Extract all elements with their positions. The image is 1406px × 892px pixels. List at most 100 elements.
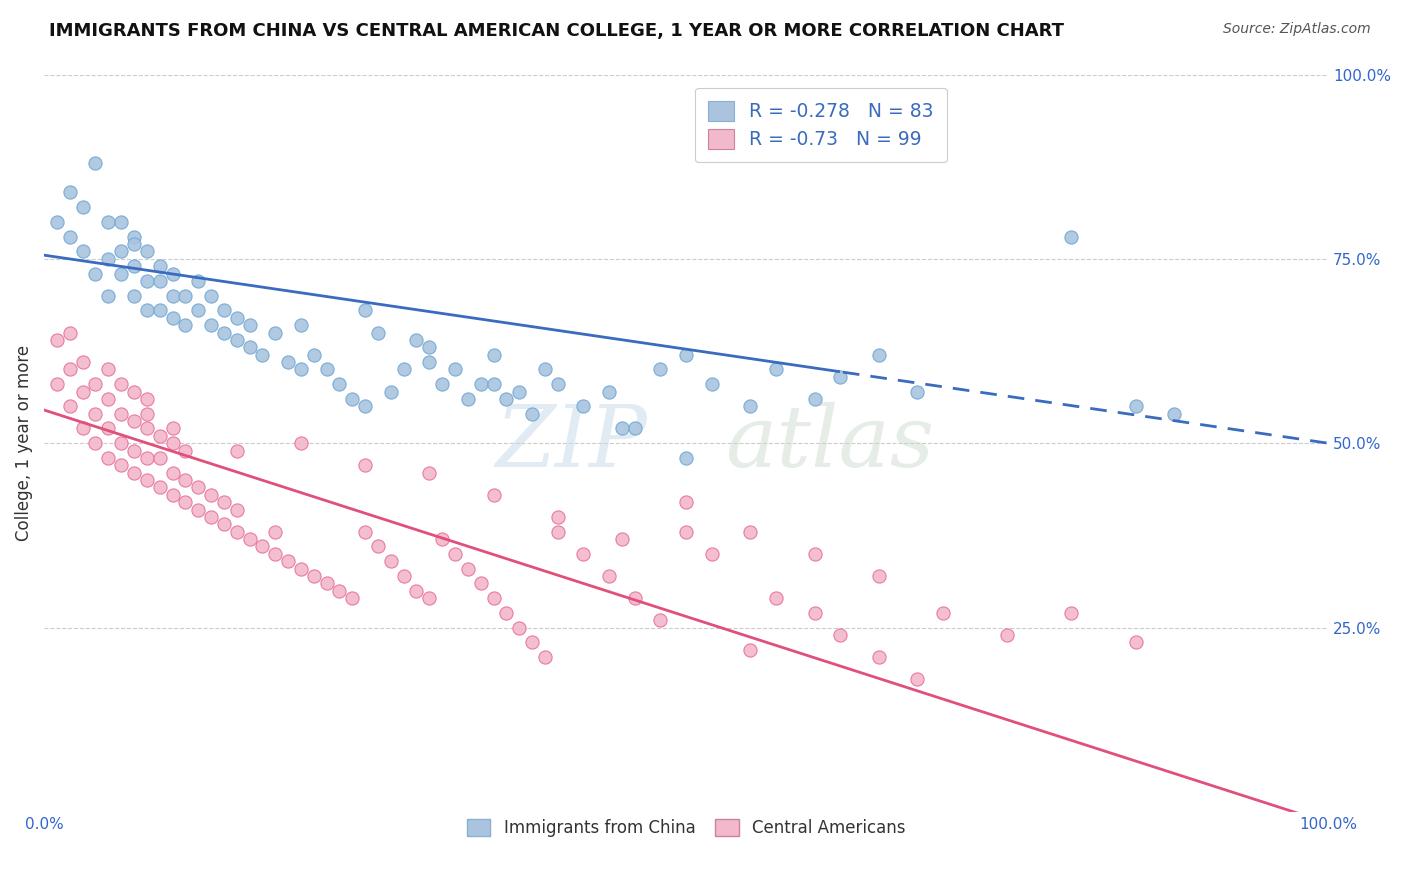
Point: [110, 407, 132, 421]
Point: [392, 362, 415, 376]
Point: [610, 421, 633, 435]
Point: [97, 252, 120, 266]
Point: [59, 186, 82, 200]
Point: [765, 591, 787, 605]
Point: [1163, 407, 1185, 421]
Point: [162, 488, 184, 502]
Point: [995, 628, 1018, 642]
Point: [187, 274, 209, 288]
Point: [405, 583, 427, 598]
Point: [174, 289, 197, 303]
Point: [59, 229, 82, 244]
Point: [520, 407, 543, 421]
Point: [675, 524, 697, 539]
Point: [547, 510, 569, 524]
Point: [110, 215, 132, 229]
Point: [72, 355, 94, 369]
Point: [328, 583, 350, 598]
Point: [1060, 606, 1083, 620]
Point: [572, 400, 595, 414]
Point: [700, 377, 723, 392]
Point: [367, 326, 389, 340]
Point: [495, 392, 517, 406]
Point: [264, 326, 287, 340]
Text: IMMIGRANTS FROM CHINA VS CENTRAL AMERICAN COLLEGE, 1 YEAR OR MORE CORRELATION CH: IMMIGRANTS FROM CHINA VS CENTRAL AMERICA…: [49, 22, 1064, 40]
Point: [508, 621, 530, 635]
Point: [675, 348, 697, 362]
Point: [135, 244, 157, 259]
Point: [84, 267, 107, 281]
Point: [482, 488, 505, 502]
Point: [868, 348, 890, 362]
Point: [470, 576, 492, 591]
Point: [430, 377, 453, 392]
Point: [84, 377, 107, 392]
Point: [174, 495, 197, 509]
Point: [97, 215, 120, 229]
Point: [187, 303, 209, 318]
Point: [547, 524, 569, 539]
Point: [803, 606, 825, 620]
Point: [675, 495, 697, 509]
Point: [572, 547, 595, 561]
Point: [149, 480, 172, 494]
Point: [46, 333, 69, 347]
Text: ZIP: ZIP: [496, 402, 648, 484]
Point: [187, 502, 209, 516]
Point: [290, 436, 312, 450]
Point: [59, 326, 82, 340]
Point: [534, 362, 557, 376]
Point: [277, 355, 299, 369]
Point: [418, 340, 440, 354]
Point: [149, 450, 172, 465]
Point: [392, 569, 415, 583]
Point: [122, 443, 145, 458]
Point: [135, 274, 157, 288]
Point: [84, 156, 107, 170]
Point: [162, 267, 184, 281]
Point: [122, 466, 145, 480]
Point: [162, 289, 184, 303]
Point: [135, 473, 157, 487]
Point: [174, 473, 197, 487]
Legend: Immigrants from China, Central Americans: Immigrants from China, Central Americans: [460, 813, 912, 844]
Point: [354, 458, 377, 473]
Point: [59, 362, 82, 376]
Point: [225, 310, 247, 325]
Point: [740, 524, 762, 539]
Point: [740, 642, 762, 657]
Point: [302, 569, 325, 583]
Point: [650, 362, 672, 376]
Point: [354, 524, 377, 539]
Point: [110, 436, 132, 450]
Point: [765, 362, 787, 376]
Point: [212, 495, 235, 509]
Point: [482, 377, 505, 392]
Point: [598, 384, 620, 399]
Point: [1060, 229, 1083, 244]
Point: [495, 606, 517, 620]
Point: [598, 569, 620, 583]
Point: [342, 591, 364, 605]
Point: [149, 259, 172, 273]
Text: atlas: atlas: [724, 402, 934, 484]
Point: [149, 429, 172, 443]
Point: [135, 392, 157, 406]
Point: [290, 561, 312, 575]
Point: [830, 628, 852, 642]
Point: [135, 303, 157, 318]
Point: [367, 540, 389, 554]
Point: [444, 362, 467, 376]
Point: [354, 303, 377, 318]
Point: [72, 384, 94, 399]
Point: [610, 532, 633, 546]
Point: [457, 392, 479, 406]
Point: [470, 377, 492, 392]
Point: [122, 237, 145, 252]
Point: [547, 377, 569, 392]
Point: [1125, 635, 1147, 649]
Point: [482, 591, 505, 605]
Point: [277, 554, 299, 568]
Point: [482, 348, 505, 362]
Point: [830, 369, 852, 384]
